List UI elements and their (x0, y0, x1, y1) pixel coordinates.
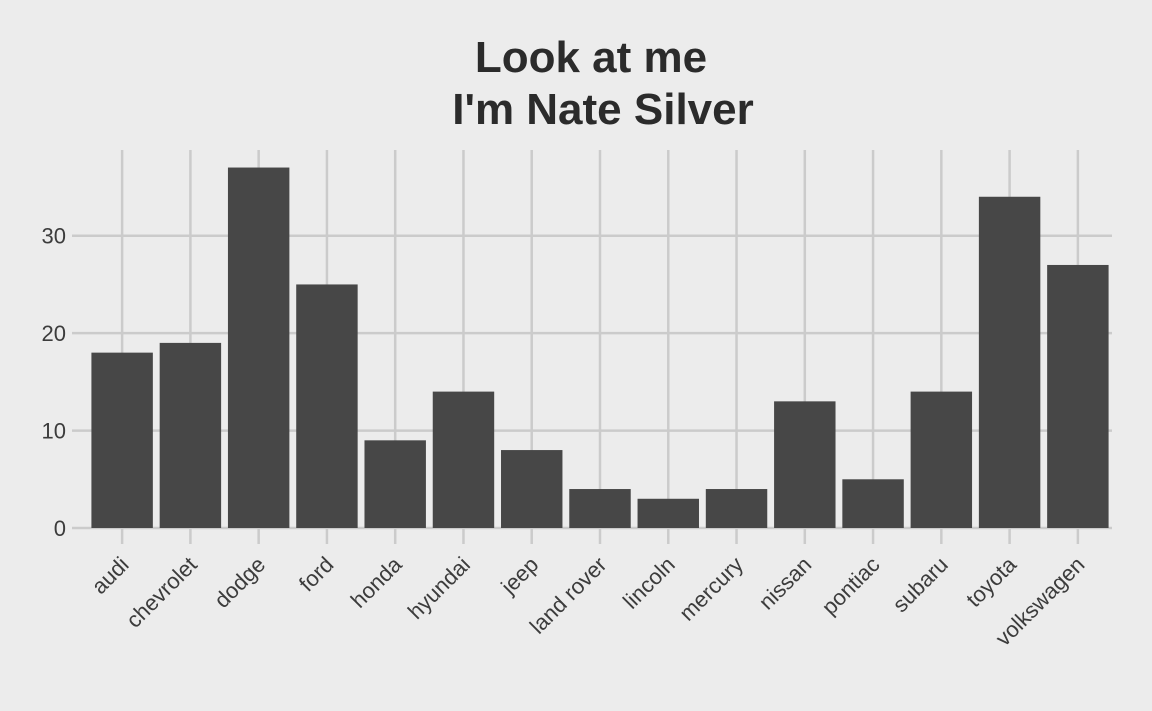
bar-subaru (910, 391, 973, 528)
bar-audi (91, 352, 153, 528)
bar-lincoln (637, 498, 699, 528)
x-tick-label: hyundai (403, 552, 475, 624)
x-tick-label: pontiac (817, 552, 885, 620)
bar-land-rover (569, 489, 631, 528)
bar-pontiac (842, 479, 904, 528)
chart-title-line-1: Look at me (475, 33, 707, 82)
bar-jeep (501, 450, 563, 528)
x-tick-label: toyota (961, 551, 1022, 612)
bar-mercury (705, 489, 768, 528)
y-tick-label: 30 (42, 224, 66, 249)
x-tick-label: subaru (888, 552, 953, 617)
bar-honda (364, 440, 426, 528)
y-axis: 0 10 20 30 (42, 224, 66, 541)
y-tick-label: 0 (54, 516, 66, 541)
bar-ford (296, 284, 358, 528)
x-tick-label: dodge (209, 552, 270, 613)
x-tick-label: chevrolet (121, 552, 202, 633)
bar-chevrolet (159, 342, 222, 528)
bar-dodge (227, 167, 290, 529)
x-tick-label: audi (87, 552, 134, 599)
x-tick-label: ford (294, 552, 338, 596)
y-tick-label: 20 (42, 321, 66, 346)
x-tick-label: mercury (674, 552, 748, 626)
bar-nissan (774, 401, 836, 528)
y-tick-label: 10 (42, 419, 66, 444)
x-tick-label: lincoln (618, 552, 680, 614)
bars (91, 167, 1109, 529)
x-tick-label: jeep (495, 552, 543, 600)
x-tick-label: honda (346, 551, 407, 612)
x-tick-label: nissan (754, 552, 817, 615)
bar-toyota (978, 196, 1041, 529)
bar-volkswagen (1047, 264, 1109, 528)
bar-hyundai (432, 391, 495, 528)
chart-title-line-2: I'm Nate Silver (452, 85, 754, 134)
